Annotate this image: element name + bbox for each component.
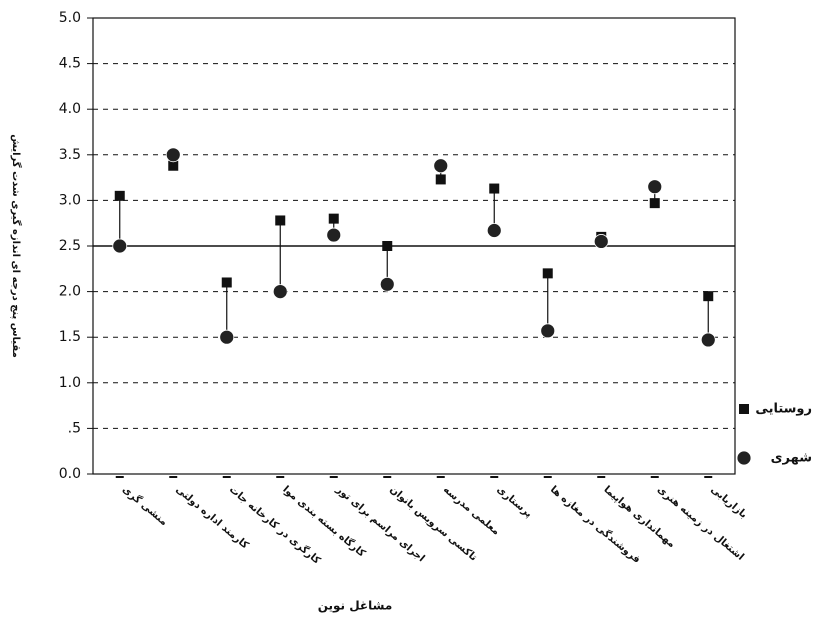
y-tick-label: 1.5 xyxy=(59,329,81,345)
data-point xyxy=(379,276,395,292)
x-tick-label: بازاریابی xyxy=(708,484,749,521)
y-tick-label: 2.5 xyxy=(59,238,81,254)
y-tick-label: 3.0 xyxy=(59,192,81,208)
legend-marker xyxy=(736,450,752,466)
data-point xyxy=(219,329,235,345)
data-point xyxy=(221,277,232,288)
x-axis-label: مشاغل نوین xyxy=(318,599,393,614)
data-point xyxy=(114,190,125,201)
x-tick-label: کارگری در کارخانه جات xyxy=(227,483,324,567)
data-point xyxy=(433,158,449,174)
data-point xyxy=(326,227,342,243)
data-point xyxy=(700,332,716,348)
data-point xyxy=(168,160,179,171)
data-point xyxy=(486,223,502,238)
data-point xyxy=(275,215,286,226)
x-tick-label: منشی گری xyxy=(120,483,171,528)
x-tick-label: اشتغال در زمینه هنری xyxy=(655,484,746,563)
y-axis-label: مقیاس پنج درجه ای اندازه گیری شدت گرایش xyxy=(10,134,23,358)
y-tick-label: 2.0 xyxy=(59,284,81,300)
data-point xyxy=(649,198,660,209)
y-tick-label: 5.0 xyxy=(59,10,81,26)
y-tick-label: 4.5 xyxy=(59,56,81,72)
data-point xyxy=(542,268,553,279)
data-point xyxy=(540,323,556,339)
data-point xyxy=(165,147,181,163)
data-point xyxy=(272,284,288,300)
y-tick-label: 4.0 xyxy=(59,101,81,117)
data-point xyxy=(647,179,663,195)
x-tick-label: پرستاری xyxy=(494,484,534,520)
y-tick-label: 0.0 xyxy=(59,466,81,482)
x-tick-label: فروشندگی در مغازه ها xyxy=(548,483,644,566)
legend-label: شهری xyxy=(771,451,812,466)
x-tick-label: تاکسی سرویس بانوان xyxy=(387,484,479,563)
data-point xyxy=(112,238,128,254)
x-tick-label: اجرای مراسم برای تور xyxy=(333,484,426,565)
data-point xyxy=(435,174,446,185)
y-tick-label: .5 xyxy=(68,420,81,436)
data-point xyxy=(593,234,609,249)
y-tick-label: 1.0 xyxy=(59,375,81,391)
legend-label: روستایی xyxy=(755,402,812,417)
data-point xyxy=(703,291,714,302)
legend-marker xyxy=(739,404,749,414)
data-point xyxy=(489,183,500,194)
data-point xyxy=(382,241,393,251)
data-point xyxy=(328,213,339,224)
y-tick-label: 3.5 xyxy=(59,147,81,163)
